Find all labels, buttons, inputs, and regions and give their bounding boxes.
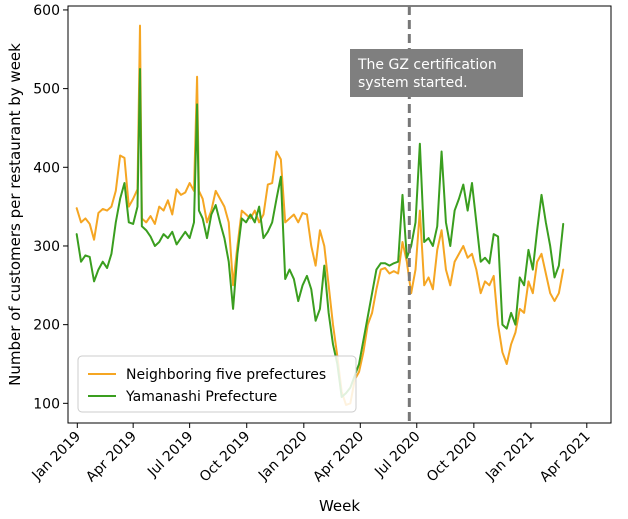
x-tick-label: Apr 2021 [537,429,594,486]
overlay: The GZ certification system started. Neig… [77,6,523,423]
x-tick-label: Jan 2021 [482,429,538,485]
series-lines [75,24,565,406]
legend-label: Neighboring five prefectures [126,367,326,383]
x-axis-label: Week [319,497,360,515]
x-tick-label: Jul 2019 [144,429,196,481]
y-tick-label: 500 [33,82,60,98]
y-tick-label: 100 [33,396,60,412]
x-tick-label: Oct 2020 [424,429,481,486]
series-line-yamanashi [75,67,565,399]
x-tick-label: Jul 2020 [371,429,423,481]
y-tick-label: 400 [33,160,60,176]
series-line-neighboring [75,24,565,406]
y-axis-label: Number of customers per restaurant by we… [6,43,24,386]
annotation-box [350,49,523,97]
x-tick-label: Apr 2019 [83,429,140,486]
legend-box [77,355,357,413]
plot-frame [67,5,612,424]
y-tick-label: 300 [33,239,60,255]
annotation-text: system started. [358,75,468,91]
x-tick-label: Jan 2020 [255,429,311,485]
x-tick-label: Apr 2020 [310,429,367,486]
y-tick-label: 200 [33,318,60,334]
annotation-text: The GZ certification [357,57,497,73]
x-tick-label: Jan 2019 [29,429,85,485]
y-tick-label: 600 [33,3,60,19]
x-tick-label: Oct 2019 [197,429,254,486]
legend-label: Yamanashi Prefecture [125,389,277,405]
